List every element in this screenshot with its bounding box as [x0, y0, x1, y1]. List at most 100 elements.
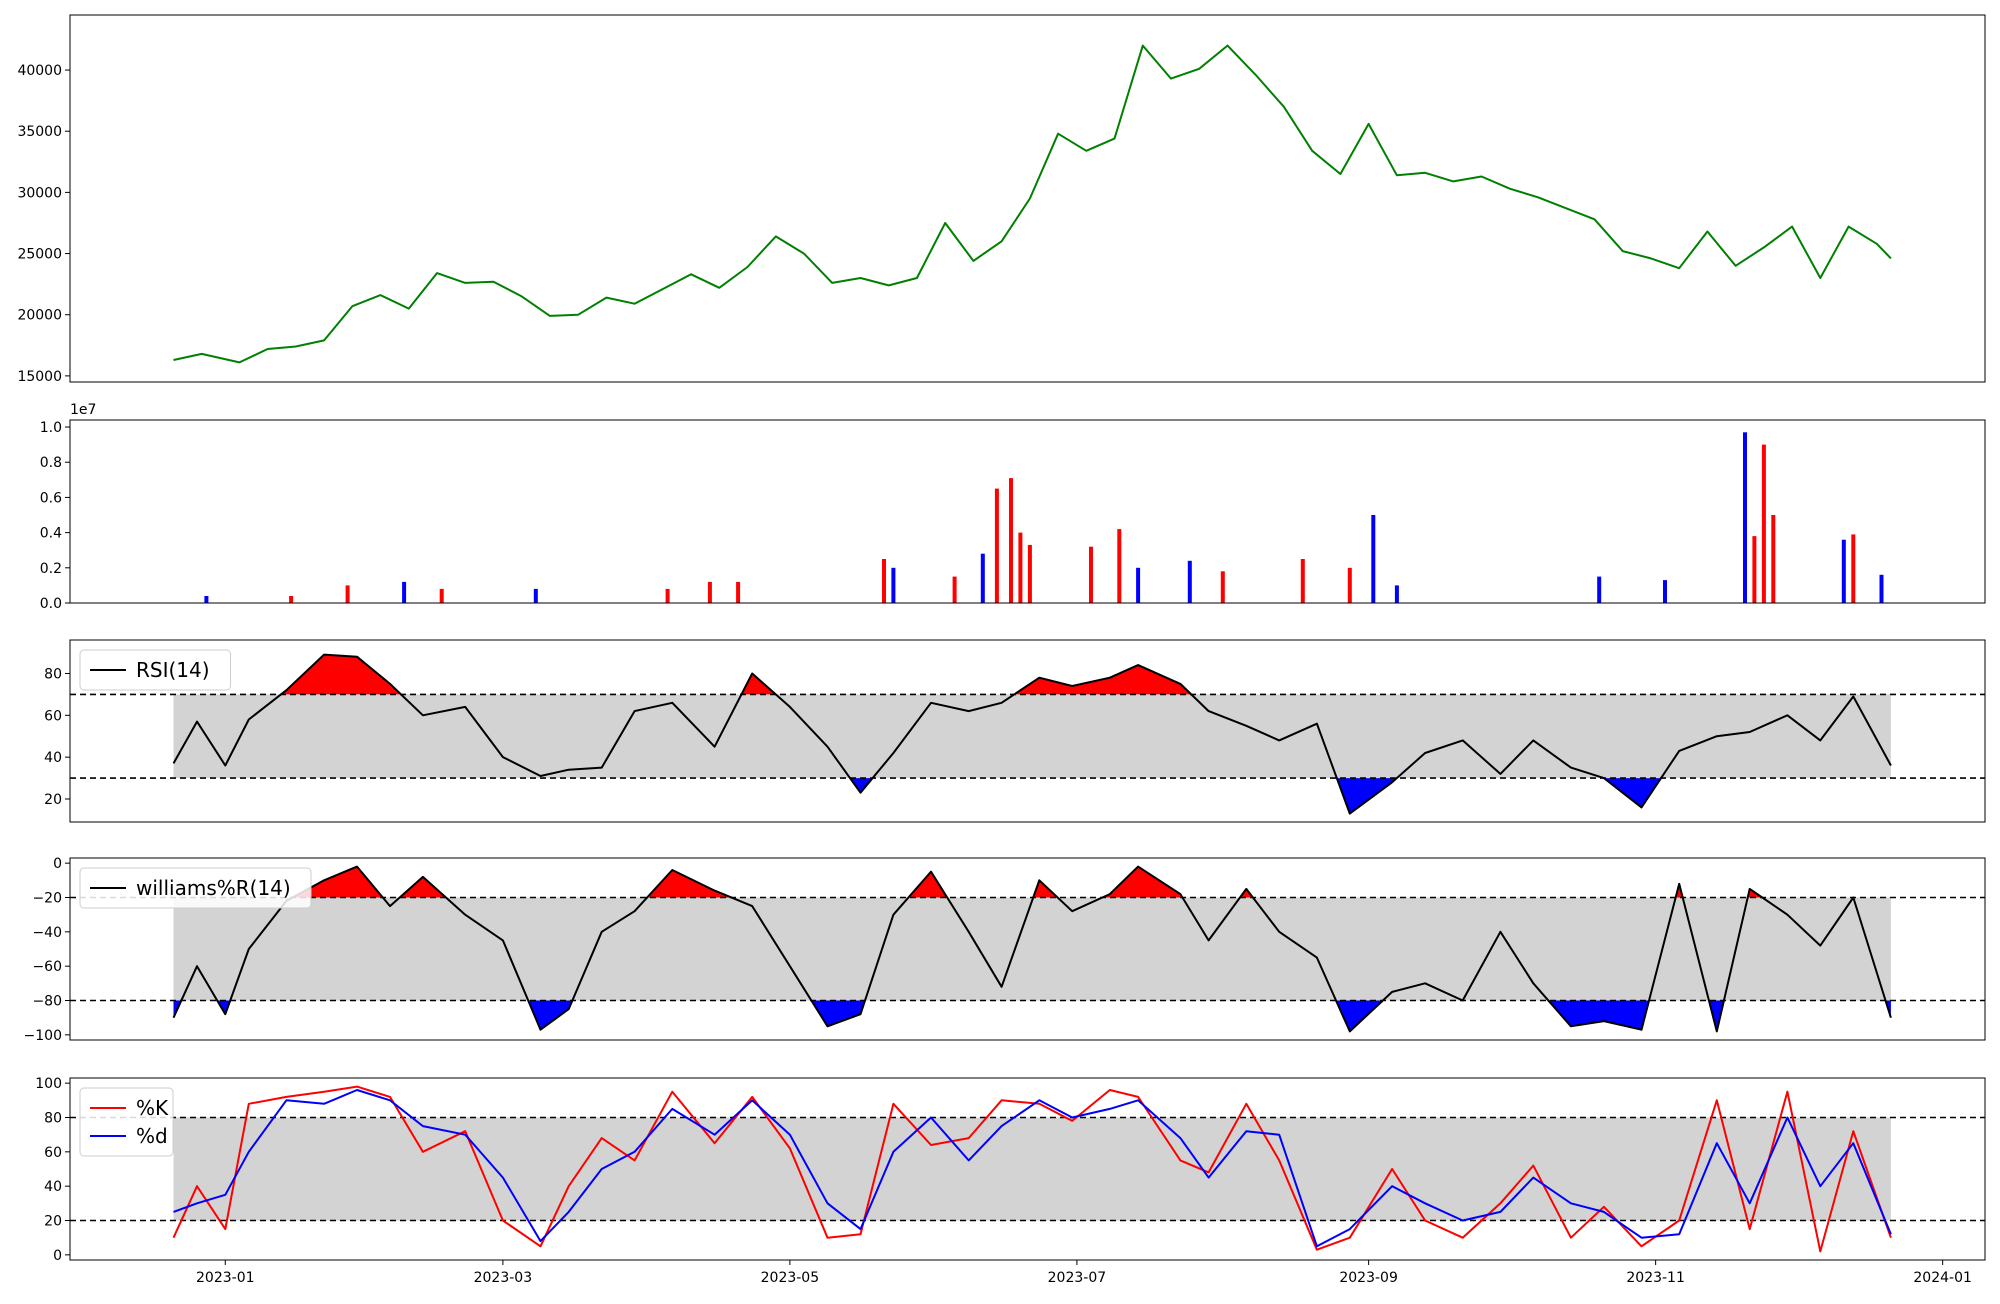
volume-bar	[1371, 515, 1376, 603]
rsi-neutral-band	[173, 694, 1891, 779]
rsi-oversold-fill	[850, 778, 873, 793]
williams-panel-frame	[69, 857, 1986, 1041]
williams-neutral-band	[173, 897, 1891, 1001]
stochastic-legend-label: %K	[136, 1096, 169, 1120]
stochastic-ytick-label: 100	[35, 1076, 62, 1092]
volume-bar	[1220, 571, 1225, 603]
volume-bar	[1187, 560, 1192, 603]
rsi-overbought-fill	[281, 654, 401, 695]
x-tick-label: 2023-11	[1626, 1270, 1685, 1286]
stochastic-series-line	[173, 1089, 1892, 1248]
williams-ytick-label: 0	[53, 856, 62, 872]
volume-bar	[1771, 515, 1776, 603]
williams-oversold-fill	[528, 1000, 573, 1030]
williams-ytick-label: −40	[32, 925, 62, 941]
volume-bar	[1663, 580, 1667, 603]
volume-bar	[439, 588, 444, 603]
volume-bar	[1009, 478, 1013, 603]
williams-oversold-fill	[1548, 1000, 1650, 1030]
volume-bar	[1136, 567, 1141, 603]
x-tick-label: 2023-01	[196, 1270, 255, 1286]
price-ytick-label: 35000	[17, 124, 62, 140]
volume-bar	[882, 559, 886, 603]
stochastic-ytick-label: 60	[44, 1145, 62, 1161]
volume-ytick-label: 0.6	[40, 490, 62, 506]
volume-bar	[1018, 532, 1023, 603]
williams-ytick-label: −100	[24, 1028, 62, 1044]
williams-oversold-fill	[1336, 1000, 1383, 1032]
price-ytick-label: 30000	[17, 185, 62, 201]
rsi-panel-frame	[69, 639, 1986, 823]
volume-bar	[289, 596, 294, 603]
volume-bar	[1743, 432, 1747, 603]
volume-bar	[1879, 574, 1884, 603]
volume-bar	[1089, 546, 1093, 603]
price-ytick-label: 15000	[17, 369, 62, 385]
williams-overbought-fill	[292, 866, 383, 898]
stochastic-legend: %K %d	[79, 1087, 174, 1157]
rsi-series-line	[172, 653, 1892, 815]
volume-ytick-label: 0.4	[40, 526, 62, 542]
volume-bar	[204, 596, 209, 603]
stochastic-series-line	[172, 1085, 1892, 1253]
williams-oversold-fill	[1708, 1000, 1724, 1032]
volume-bar	[994, 488, 999, 603]
volume-bar	[1597, 576, 1602, 603]
williams-overbought-fill	[1240, 888, 1253, 898]
rsi-legend-box	[79, 649, 231, 691]
stochastic-ytick-label: 40	[44, 1179, 62, 1195]
stochastic-legend-label: %d	[136, 1124, 168, 1148]
volume-ytick-label: 0.0	[40, 596, 62, 612]
volume-bar	[1027, 544, 1032, 603]
volume-bar	[533, 588, 538, 603]
x-tick-label: 2024-01	[1913, 1270, 1972, 1286]
williams-overbought-fill	[1102, 866, 1183, 898]
volume-bar	[345, 585, 350, 603]
stochastic-panel-frame	[69, 1077, 1986, 1261]
volume-bar	[1347, 567, 1352, 603]
rsi-ytick-label: 40	[44, 750, 62, 766]
volume-bar	[665, 588, 670, 603]
stochastic-legend-box	[79, 1087, 174, 1157]
volume-ytick-label: 1.0	[40, 420, 62, 436]
volume-panel-frame	[69, 419, 1986, 604]
volume-bar	[1841, 539, 1846, 603]
volume-bar	[402, 581, 407, 603]
stochastic-ytick-label: 20	[44, 1214, 62, 1230]
x-tick-label: 2023-03	[474, 1270, 533, 1286]
volume-bar	[891, 567, 896, 603]
volume-bar	[1394, 585, 1399, 603]
williams-overbought-fill	[908, 871, 948, 898]
williams-oversold-fill	[217, 1000, 231, 1015]
price-ytick-label: 25000	[17, 247, 62, 263]
williams-legend-label: williams%R(14)	[136, 876, 291, 900]
volume-ytick-label: 0.8	[40, 455, 62, 471]
volume-bar	[1761, 444, 1766, 603]
williams-legend-box	[79, 867, 312, 909]
volume-bar	[707, 581, 712, 603]
price-ytick-label: 20000	[17, 308, 62, 324]
volume-bar	[736, 581, 741, 603]
stochastic-neutral-band	[173, 1117, 1891, 1221]
rsi-legend-label: RSI(14)	[136, 658, 210, 682]
x-tick-label: 2023-09	[1339, 1270, 1398, 1286]
williams-legend: williams%R(14)	[79, 867, 312, 909]
williams-overbought-fill	[647, 870, 732, 898]
rsi-oversold-fill	[1603, 778, 1661, 808]
volume-bar	[1300, 559, 1305, 603]
volume-bar	[952, 576, 957, 603]
williams-ytick-label: −20	[32, 890, 62, 906]
williams-series-line	[172, 865, 1892, 1033]
price-panel-frame	[69, 14, 1986, 383]
rsi-ytick-label: 80	[44, 666, 62, 682]
stochastic-ytick-label: 0	[53, 1248, 62, 1264]
x-tick-label: 2023-05	[761, 1270, 820, 1286]
williams-overbought-fill	[399, 876, 446, 898]
rsi-legend: RSI(14)	[79, 649, 231, 691]
x-tick-label: 2023-07	[1048, 1270, 1107, 1286]
volume-scale-label: 1e7	[70, 402, 96, 418]
williams-overbought-fill	[1033, 880, 1058, 898]
price-ytick-label: 40000	[17, 63, 62, 79]
